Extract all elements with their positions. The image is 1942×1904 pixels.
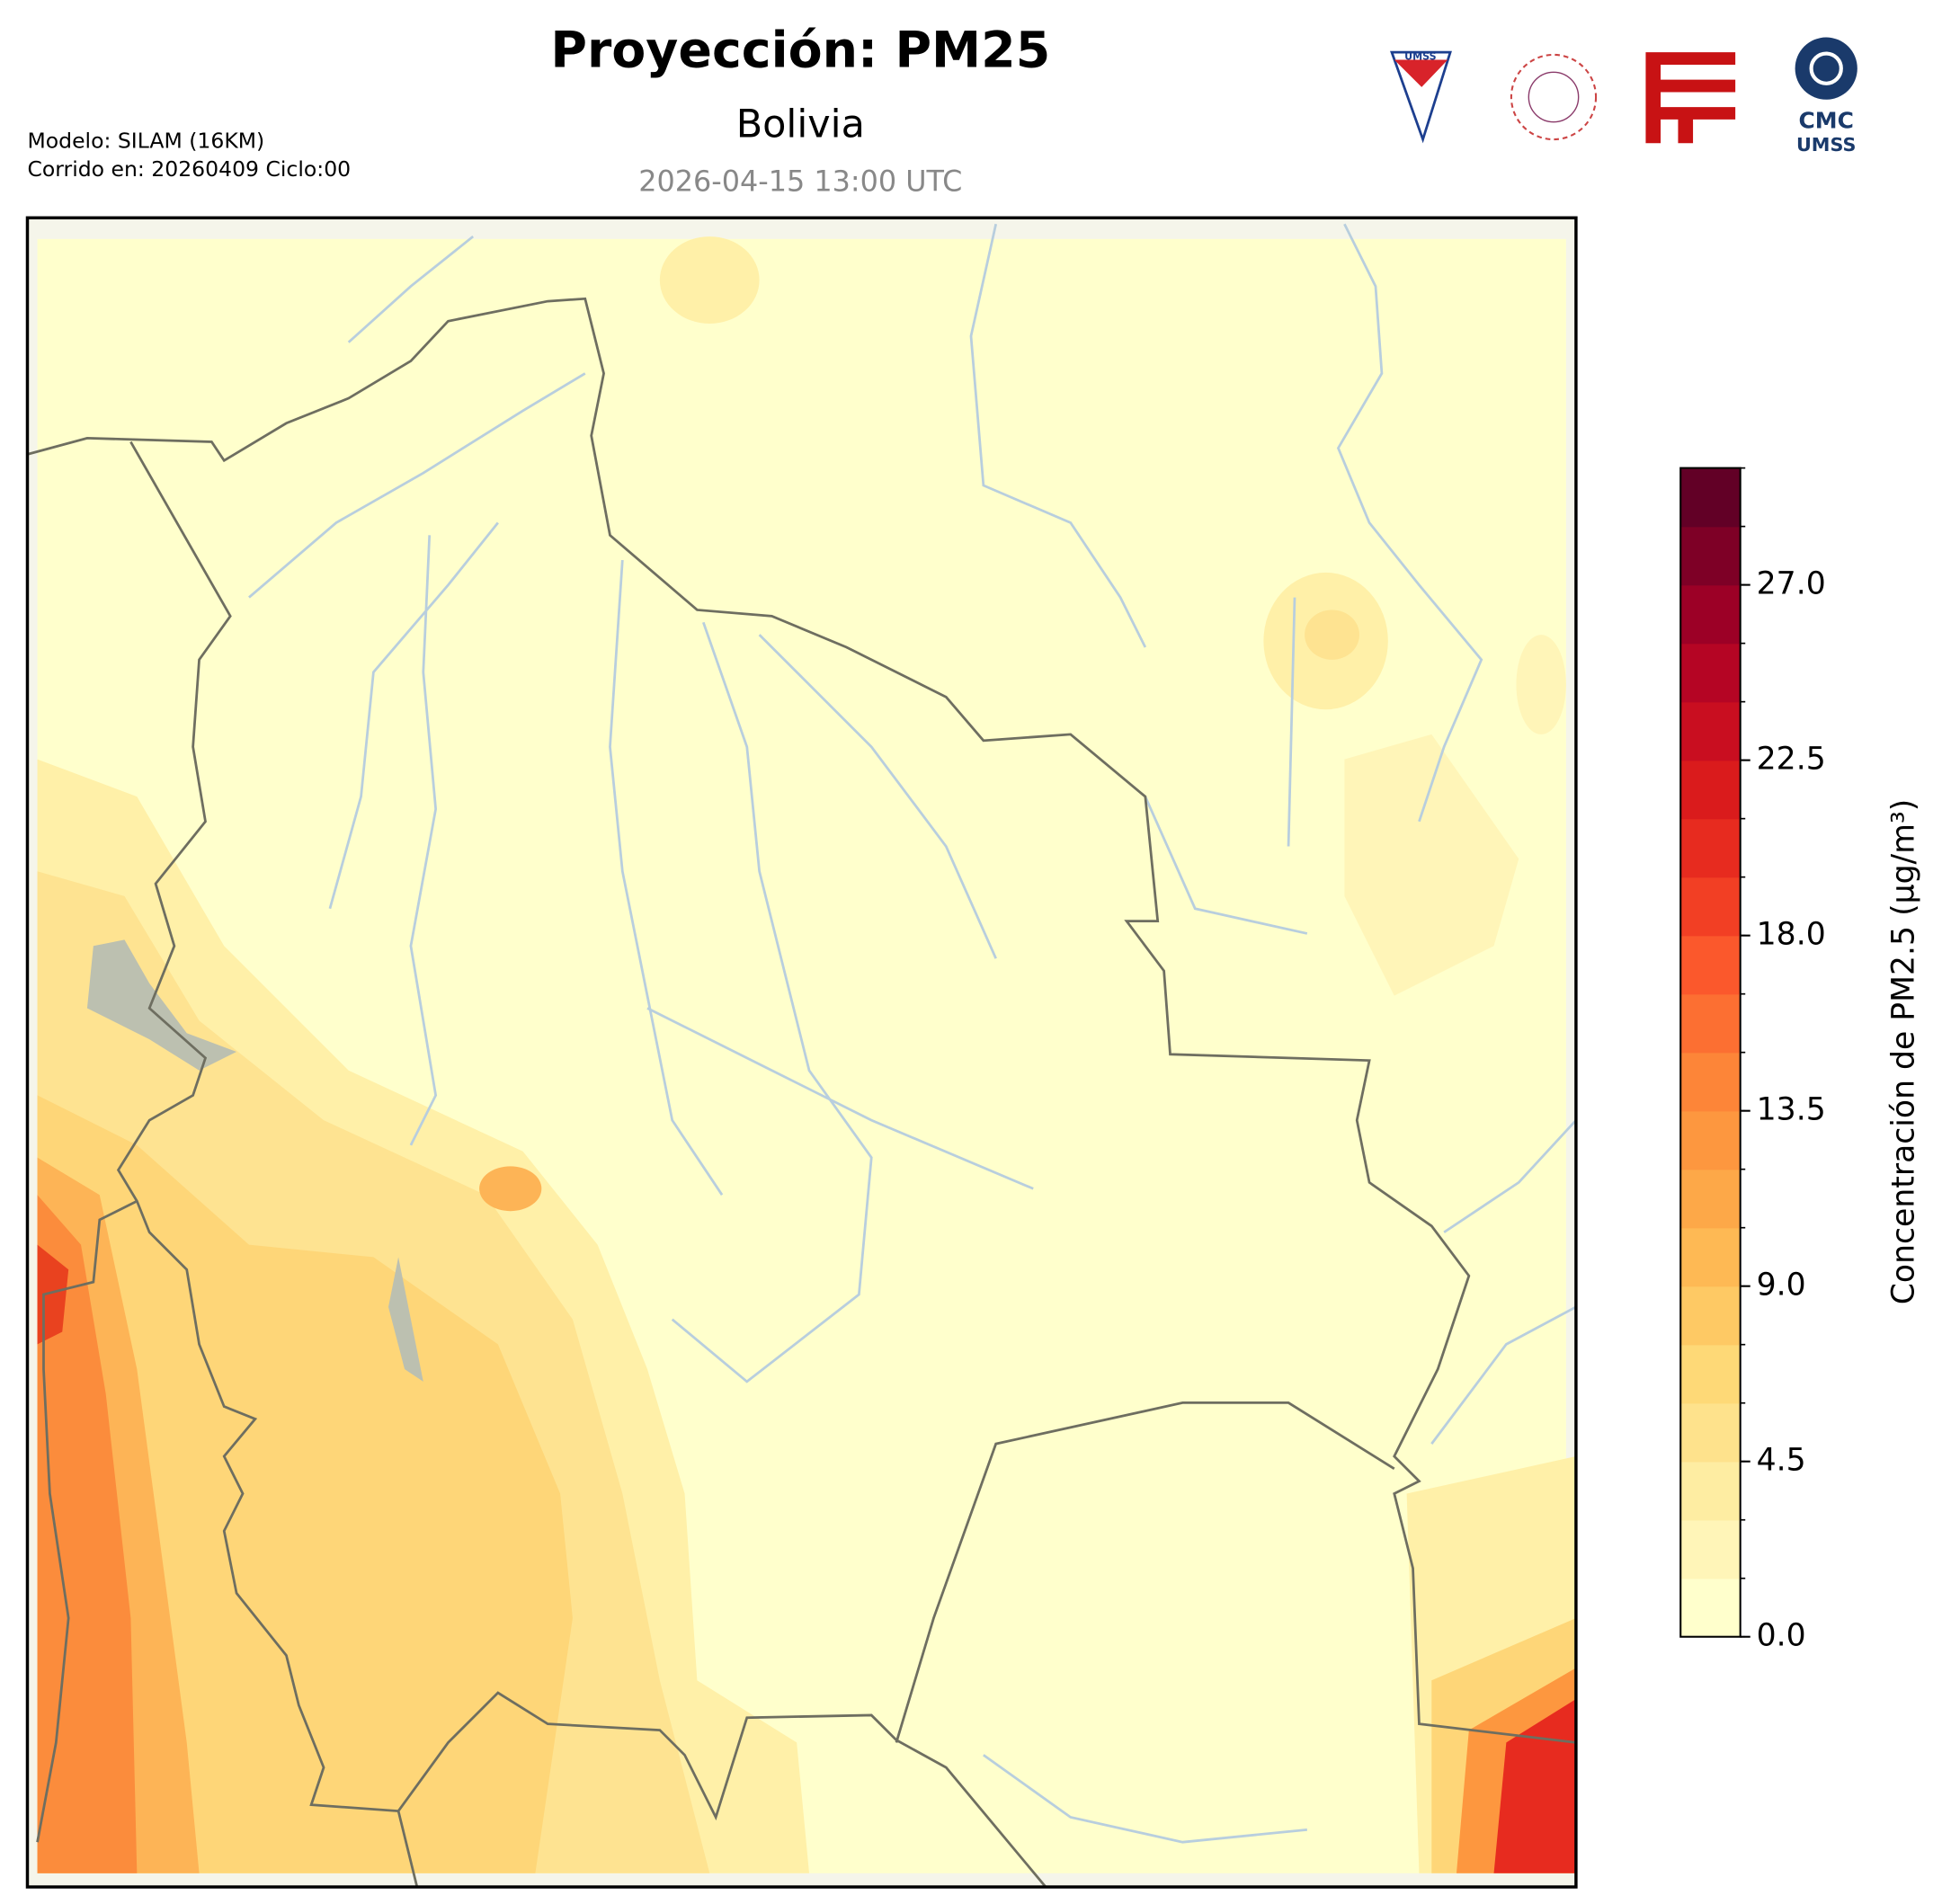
colorbar-band xyxy=(1680,1052,1741,1112)
model: Modelo: SILAM (16KM) xyxy=(27,128,264,153)
tick-label: 4.5 xyxy=(1757,1443,1806,1479)
colorbar-band xyxy=(1680,1169,1741,1229)
title: Proyección: PM25 xyxy=(550,22,1050,80)
colorbar-band xyxy=(1680,935,1741,995)
colorbar-band xyxy=(1680,1519,1741,1579)
colorbar-label: Concentración de PM2.5 (µg/m³) xyxy=(1885,799,1921,1305)
colorbar-band xyxy=(1680,584,1741,645)
colorbar-band xyxy=(1680,993,1741,1054)
logos: UMSS CMC UMSS xyxy=(1390,37,1857,156)
colorbar-band xyxy=(1680,467,1741,528)
colorbar-band xyxy=(1680,701,1741,761)
colorbar-band xyxy=(1680,1578,1741,1638)
colorbar-band xyxy=(1680,1227,1741,1287)
logo-text: CMC xyxy=(1799,108,1854,134)
tick-label: 13.5 xyxy=(1757,1092,1826,1128)
colorbar-band xyxy=(1680,876,1741,937)
tick-label: 18.0 xyxy=(1757,917,1826,953)
tick-label: 9.0 xyxy=(1757,1268,1806,1303)
colorbar: 0.0 4.5 9.0 13.5 18.0 22.5 27.0 xyxy=(1679,467,1826,1654)
colorbar-band xyxy=(1680,1344,1741,1404)
colorbar-band xyxy=(1680,760,1741,820)
tick-label: 27.0 xyxy=(1757,566,1826,602)
colorbar-band xyxy=(1680,526,1741,586)
logo-text: UMSS xyxy=(1796,134,1856,156)
tick-label: 0.0 xyxy=(1757,1618,1806,1654)
colorbar-band xyxy=(1680,1110,1741,1170)
logo-text: UMSS xyxy=(1404,51,1436,63)
date: 2026-04-15 13:00 UTC xyxy=(638,165,962,199)
colorbar-band xyxy=(1680,818,1741,878)
colorbar-frame xyxy=(1679,467,1742,1638)
map-frame xyxy=(25,216,1578,1889)
run-info: Corrido en: 20260409 Ciclo:00 xyxy=(27,156,351,182)
subtitle: Bolivia xyxy=(736,102,865,147)
colorbar-band xyxy=(1680,1461,1741,1521)
colorbar-band xyxy=(1680,643,1741,703)
colorbar-band xyxy=(1680,1286,1741,1346)
tick-label: 22.5 xyxy=(1757,742,1826,778)
colorbar-band xyxy=(1680,1402,1741,1463)
map xyxy=(27,218,1576,1888)
